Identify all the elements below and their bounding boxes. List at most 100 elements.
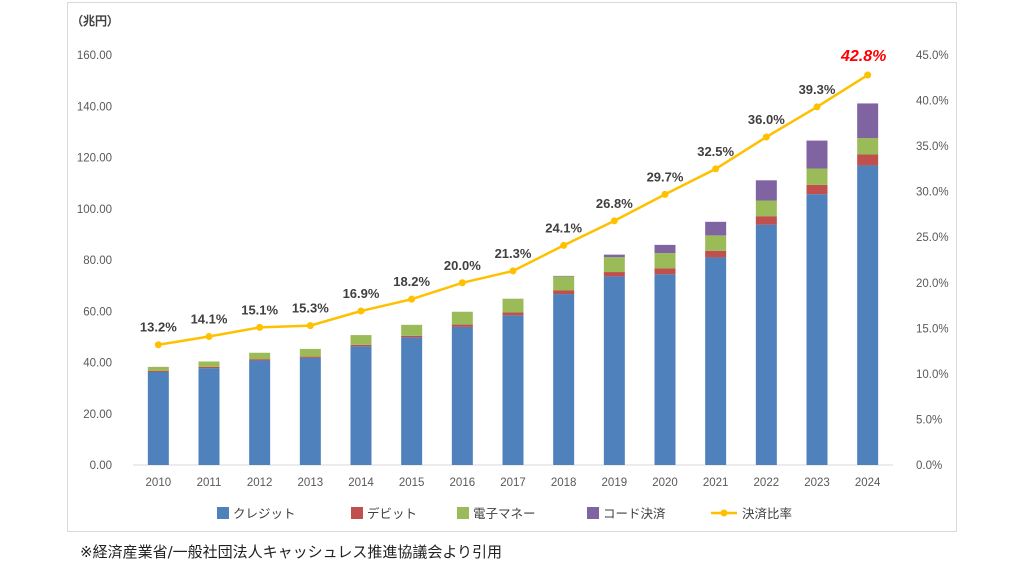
bar-segment: [603, 257, 625, 273]
ratio-point: [610, 217, 618, 225]
ratio-data-label: 15.3%: [292, 301, 329, 316]
bar-segment: [451, 326, 473, 465]
bar-segment: [553, 275, 575, 277]
y2-tick-label: 10.0%: [916, 369, 949, 381]
bar-segment: [603, 272, 625, 277]
bar-segment: [350, 346, 372, 465]
ratio-data-label: 32.5%: [697, 144, 734, 159]
y-tick-label: 120.00: [77, 153, 112, 165]
ratio-data-label: 39.3%: [799, 82, 836, 97]
y2-tick-label: 0.0%: [916, 460, 942, 472]
bar-segment: [401, 324, 423, 336]
ratio-point: [306, 322, 314, 330]
bar-segment: [857, 165, 879, 465]
chart-frame: （兆円） 0.00 20.00 40.00 60.00 80.00 100.00 120.00…: [67, 2, 957, 532]
bar-segment: [451, 311, 473, 325]
ratio-point: [560, 241, 568, 249]
x-tick-label: 2021: [703, 477, 729, 489]
bar-segment: [755, 200, 777, 217]
bar-segment: [806, 184, 828, 195]
bar-segment: [198, 366, 220, 369]
ratio-point: [864, 71, 872, 79]
bar-segment: [654, 268, 676, 275]
y2-tick-label: 45.0%: [916, 50, 949, 62]
legend-line-marker: [720, 509, 728, 517]
y2-tick-label: 20.0%: [916, 278, 949, 290]
ratio-point: [509, 267, 517, 275]
legend-swatch: [217, 507, 229, 519]
ratio-data-label: 24.1%: [545, 220, 582, 235]
bar-segment: [654, 244, 676, 254]
x-tick-label: 2020: [652, 477, 678, 489]
x-tick-label: 2018: [551, 477, 577, 489]
legend-swatch: [587, 507, 599, 519]
x-tick-label: 2023: [804, 477, 830, 489]
x-tick-label: 2017: [500, 477, 526, 489]
ratio-point: [712, 165, 720, 173]
bar-segment: [705, 257, 727, 465]
bar-segment: [198, 368, 220, 465]
bar-segment: [502, 315, 524, 465]
bar-segment: [755, 216, 777, 225]
ratio-data-label: 20.0%: [444, 258, 481, 273]
bar-segment: [553, 276, 575, 291]
x-tick-label: 2015: [399, 477, 425, 489]
legend-label: クレジット: [233, 506, 296, 521]
bar-segment: [705, 250, 727, 258]
bar-segment: [401, 337, 423, 465]
ratio-data-label: 15.1%: [241, 302, 278, 317]
bar-segment: [502, 298, 524, 313]
ratio-point: [154, 341, 162, 349]
bar-segment: [249, 359, 271, 361]
x-tick-label: 2024: [855, 477, 881, 489]
bar-segment: [401, 335, 423, 338]
y-tick-label: 0.00: [90, 460, 112, 472]
bar-segment: [755, 224, 777, 465]
ratio-data-label: 21.3%: [495, 246, 532, 261]
bar-segment: [350, 335, 372, 345]
y2-tick-label: 15.0%: [916, 323, 949, 335]
bar-segment: [654, 253, 676, 269]
bar-segment: [603, 276, 625, 465]
bar-segment: [198, 361, 220, 367]
bar-segment: [350, 344, 372, 347]
bar-segment: [654, 274, 676, 465]
y-tick-label: 140.00: [77, 101, 112, 113]
ratio-data-label: 14.1%: [191, 312, 228, 327]
source-note: ※経済産業省/一般社団法人キャッシュレス推進協議会より引用: [80, 543, 503, 561]
x-tick-label: 2014: [348, 477, 374, 489]
bar-segment: [299, 348, 321, 357]
bar-segment: [249, 360, 271, 465]
legend-label: コード決済: [603, 506, 666, 521]
bar-segment: [502, 312, 524, 316]
bar-segment: [147, 370, 169, 372]
x-tick-label: 2019: [602, 477, 628, 489]
y-tick-label: 60.00: [83, 306, 112, 318]
ratio-data-label: 16.9%: [343, 286, 380, 301]
bar-segment: [806, 140, 828, 169]
ratio-data-label: 42.8%: [840, 48, 886, 65]
y-unit-label: （兆円）: [71, 13, 119, 28]
bar-segment: [857, 154, 879, 166]
bar-segment: [705, 235, 727, 251]
legend-label: 決済比率: [742, 506, 792, 521]
bar-segment: [147, 371, 169, 465]
legend-label: 電子マネー: [473, 506, 536, 521]
ratio-point: [408, 295, 416, 303]
ratio-point: [256, 323, 264, 331]
ratio-data-label: 36.0%: [748, 112, 785, 127]
bar-segment: [603, 254, 625, 258]
y-tick-label: 20.00: [83, 409, 112, 421]
x-tick-label: 2012: [247, 477, 273, 489]
ratio-point: [357, 307, 365, 315]
y2-tick-label: 30.0%: [916, 187, 949, 199]
ratio-point: [458, 279, 466, 287]
ratio-data-label: 13.2%: [140, 320, 177, 335]
legend-swatch: [457, 507, 469, 519]
ratio-point: [661, 190, 669, 198]
ratio-point: [205, 333, 213, 341]
bar-segment: [451, 324, 473, 327]
bar-segment: [806, 168, 828, 185]
ratio-data-label: 18.2%: [393, 274, 430, 289]
bar-segment: [806, 194, 828, 466]
